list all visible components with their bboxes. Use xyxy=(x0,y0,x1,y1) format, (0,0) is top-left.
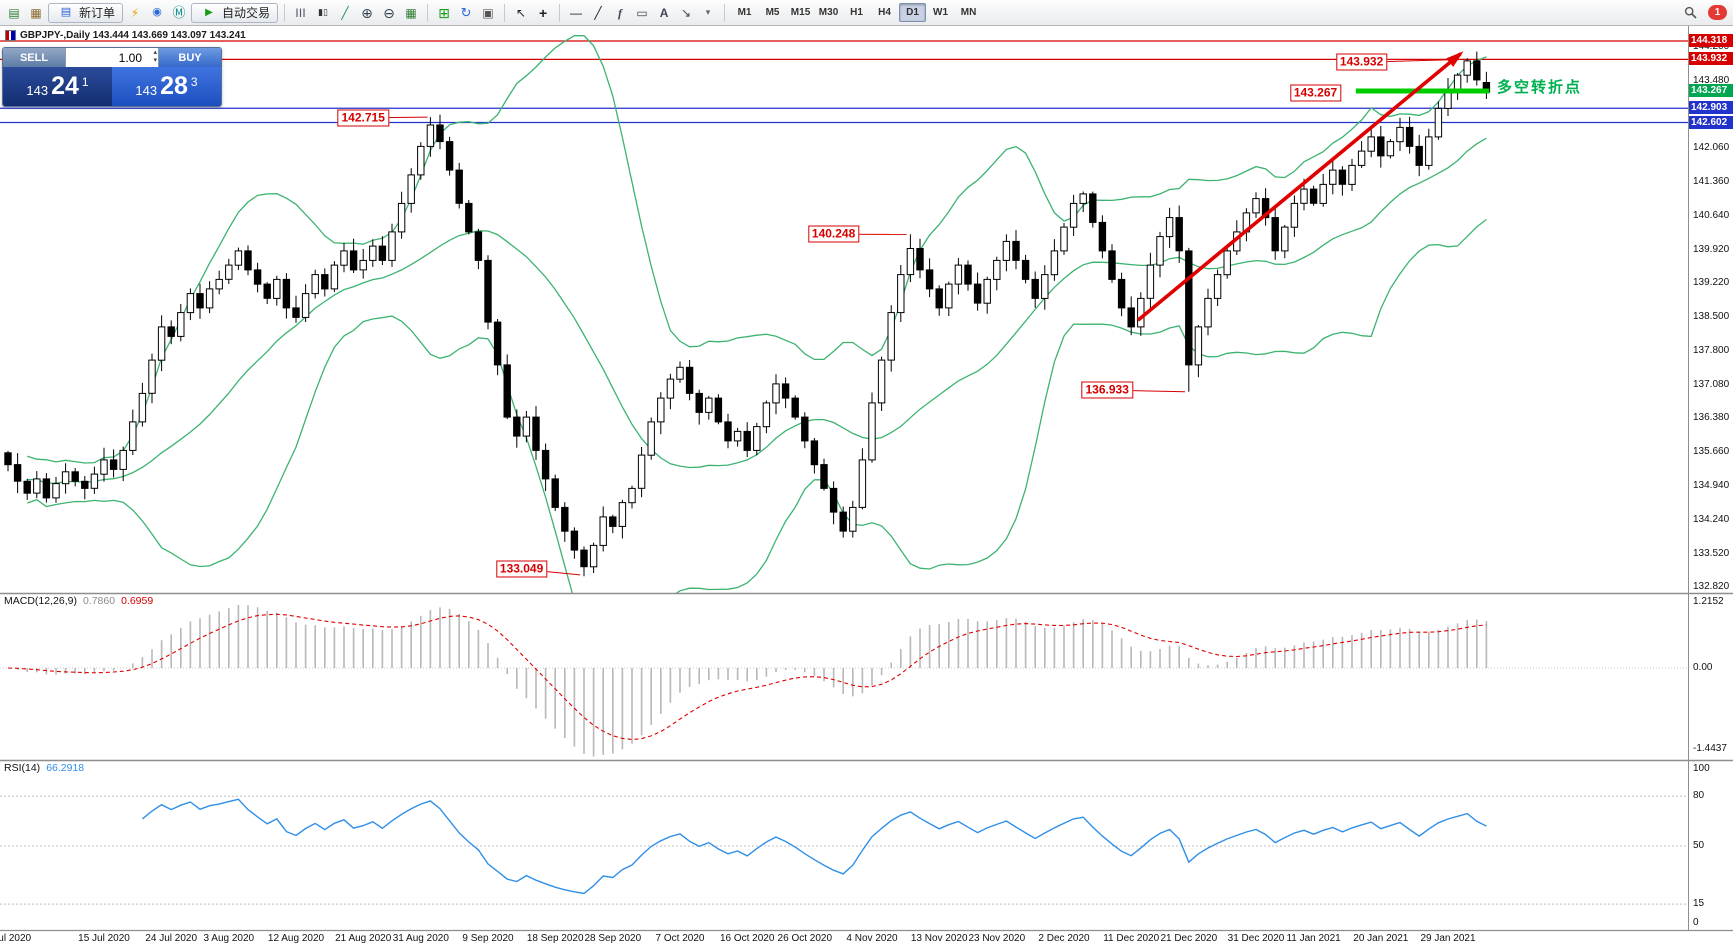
arrows-tool-icon[interactable] xyxy=(676,3,696,22)
volume-input[interactable] xyxy=(66,48,158,67)
tile-windows-icon[interactable] xyxy=(401,3,421,22)
timeframe-m1[interactable]: M1 xyxy=(731,3,758,22)
volume-down-button[interactable]: ▾ xyxy=(153,57,157,64)
macd-title: MACD(12,26,9) xyxy=(4,595,77,607)
auto-trading-play-icon xyxy=(199,3,219,22)
auto-trading-button[interactable]: 自动交易 xyxy=(191,2,279,23)
new-order-icon xyxy=(56,3,76,22)
buy-price-prefix: 143 xyxy=(135,82,158,98)
timeframe-h1[interactable]: H1 xyxy=(843,3,870,22)
chart-window-icon xyxy=(5,30,16,41)
sell-label[interactable]: SELL xyxy=(3,48,65,67)
macd-main-value: 0.7860 xyxy=(82,595,116,607)
buy-button[interactable]: 143 28 3 xyxy=(112,67,221,106)
toolbar-separator xyxy=(724,3,726,22)
toolbar-separator xyxy=(559,3,561,22)
buy-price-pip: 3 xyxy=(190,74,198,89)
bar-chart-icon[interactable] xyxy=(291,3,311,22)
trendline-tool-icon[interactable] xyxy=(588,3,608,22)
notification-badge[interactable]: 1 xyxy=(1708,5,1727,20)
volume-up-button[interactable]: ▴ xyxy=(153,49,157,56)
macd-signal-value: 0.6959 xyxy=(121,595,154,607)
rsi-label: RSI(14) 66.2918 xyxy=(4,762,84,774)
chart-title: GBPJPY-,Daily 143.444 143.669 143.097 14… xyxy=(5,30,246,41)
indicators-icon[interactable] xyxy=(434,3,454,22)
volume-field: ▴ ▾ xyxy=(65,48,159,67)
timeframe-h4[interactable]: H4 xyxy=(871,3,898,22)
timeframe-group: M1 M5 M15 M30 H1 H4 D1 W1 MN xyxy=(731,3,982,22)
search-icon[interactable] xyxy=(1680,3,1700,22)
community-icon[interactable] xyxy=(147,3,167,22)
chart-title-text: GBPJPY-,Daily 143.444 143.669 143.097 14… xyxy=(20,30,246,41)
sell-price-prefix: 143 xyxy=(26,82,49,98)
candlestick-chart-icon[interactable] xyxy=(313,3,333,22)
crosshair-icon[interactable] xyxy=(533,3,553,22)
zoom-in-icon[interactable] xyxy=(357,3,377,22)
timeframe-w1[interactable]: W1 xyxy=(927,3,954,22)
buy-price-main: 28 xyxy=(160,72,188,100)
sell-price-main: 24 xyxy=(51,72,79,100)
buy-label[interactable]: BUY xyxy=(159,48,221,67)
timeframe-m5[interactable]: M5 xyxy=(759,3,786,22)
sell-button[interactable]: 143 24 1 xyxy=(3,67,112,106)
shapes-tool-icon[interactable] xyxy=(632,3,652,22)
new-chart-icon[interactable] xyxy=(4,3,24,22)
one-click-trading-panel: SELL ▴ ▾ BUY 143 24 1 143 28 3 xyxy=(2,47,222,107)
horizontal-line-tool-icon[interactable] xyxy=(566,3,586,22)
templates-icon[interactable] xyxy=(478,3,498,22)
timeframe-mn[interactable]: MN xyxy=(955,3,982,22)
periods-icon[interactable] xyxy=(456,3,476,22)
sell-price-pip: 1 xyxy=(81,74,89,89)
new-order-label: 新订单 xyxy=(79,6,116,20)
text-tool-icon[interactable] xyxy=(654,3,674,22)
volume-spinner: ▴ ▾ xyxy=(153,49,157,65)
toolbar-separator xyxy=(284,3,286,22)
zoom-out-icon[interactable] xyxy=(379,3,399,22)
mql-icon[interactable] xyxy=(169,3,189,22)
main-toolbar: 新订单 自动交易 M1 M5 M15 xyxy=(0,0,1733,26)
fibonacci-tool-icon[interactable] xyxy=(610,3,630,22)
cursor-icon[interactable] xyxy=(511,3,531,22)
line-chart-icon[interactable] xyxy=(335,3,355,22)
tools-dropdown-icon[interactable] xyxy=(698,3,718,22)
timeframe-m30[interactable]: M30 xyxy=(815,3,842,22)
toolbar-separator xyxy=(504,3,506,22)
toolbar-right-cluster: 1 xyxy=(1680,3,1729,22)
profiles-icon[interactable] xyxy=(26,3,46,22)
rsi-title: RSI(14) xyxy=(4,762,41,774)
toolbar-separator xyxy=(427,3,429,22)
new-order-button[interactable]: 新订单 xyxy=(48,2,124,23)
auto-trading-label: 自动交易 xyxy=(222,6,271,20)
lightning-icon[interactable] xyxy=(125,3,145,22)
timeframe-d1[interactable]: D1 xyxy=(899,3,927,22)
timeframe-m15[interactable]: M15 xyxy=(787,3,814,22)
macd-label: MACD(12,26,9) 0.7860 0.6959 xyxy=(4,595,153,607)
rsi-value: 66.2918 xyxy=(46,762,85,774)
turning-point-annotation: 多空转折点 xyxy=(1497,79,1583,96)
